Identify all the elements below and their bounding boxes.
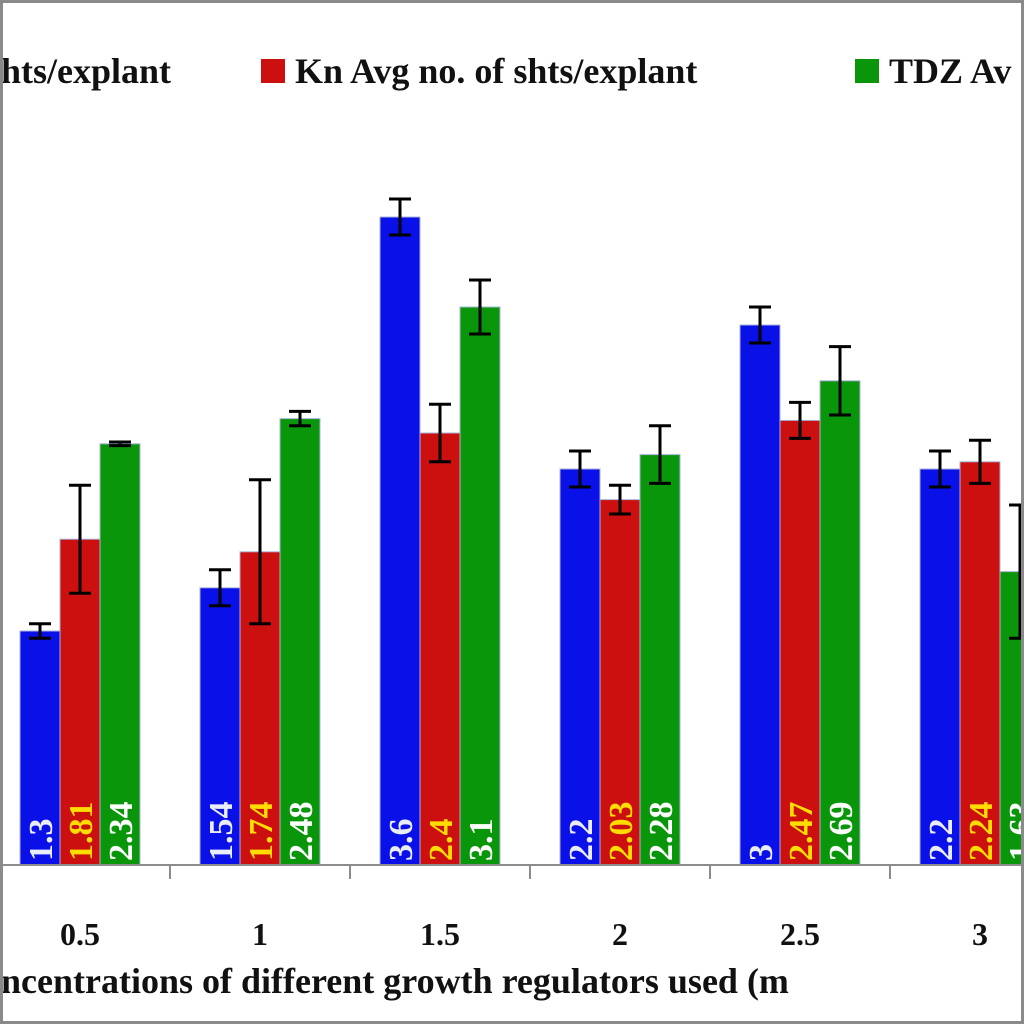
legend-swatch-2 [855, 59, 879, 83]
x-tick-label-4: 2.5 [780, 916, 820, 952]
x-tick-label-0: 0.5 [60, 916, 100, 952]
error-bar-s1-c5 [969, 438, 991, 485]
bar-s1-c4 [779, 419, 821, 866]
bar-chart: hts/explant Kn Avg no. of shts/explant TDZ… [3, 51, 1021, 1001]
error-bar-s1-c4 [789, 400, 811, 440]
x-tick-label-2: 1.5 [420, 916, 460, 952]
value-label-s2-c5: 1.63 [1003, 802, 1021, 862]
value-label-s1-c4: 2.47 [783, 802, 820, 862]
legend: hts/explant Kn Avg no. of shts/explant TDZ… [3, 51, 1011, 91]
value-labels: 1.3 1.81 2.34 1.54 1.74 2.48 3.6 2.4 3.1 2.2 2.03 2… [23, 802, 1021, 862]
error-bar-s0-c0 [29, 622, 51, 640]
value-label-s1-c5: 2.24 [963, 802, 1000, 862]
error-bar-s0-c5 [929, 449, 951, 489]
x-axis-label: ncentrations of different growth regulat… [3, 961, 789, 1001]
bar-s1-c5 [959, 461, 1001, 866]
x-axis: 0.5 1 1.5 2 2.5 3 [3, 864, 1021, 952]
bar-s0-c2 [379, 216, 421, 866]
value-label-s2-c1: 2.48 [283, 802, 320, 862]
error-bar-s1-c3 [609, 483, 631, 516]
value-label-s1-c0: 1.81 [63, 802, 100, 862]
error-bar-s1-c1 [249, 478, 271, 626]
error-bar-s1-c0 [69, 483, 91, 595]
value-label-s1-c3: 2.03 [603, 802, 640, 862]
error-bar-s2-c2 [469, 278, 491, 336]
bar-s0-c0 [19, 630, 61, 866]
error-bar-s0-c1 [209, 568, 231, 608]
x-tick-label-3: 2 [612, 916, 628, 952]
value-label-s2-c3: 2.28 [643, 802, 680, 862]
value-label-s2-c4: 2.69 [823, 802, 860, 862]
bar-s0-c4 [739, 324, 781, 866]
legend-swatch-1 [261, 59, 285, 83]
bar-s2-c2 [459, 306, 501, 866]
bar-s0-c5 [919, 468, 961, 866]
value-label-s0-c1: 1.54 [203, 802, 240, 862]
x-tick-label-5: 3 [972, 916, 988, 952]
value-label-s1-c1: 1.74 [243, 802, 280, 862]
value-label-s1-c2: 2.4 [423, 819, 460, 862]
x-tick-label-1: 1 [252, 916, 268, 952]
error-bar-s2-c1 [289, 409, 311, 428]
value-label-s0-c3: 2.2 [563, 819, 600, 862]
legend-label-2: TDZ Av [889, 51, 1011, 91]
value-label-s0-c5: 2.2 [923, 819, 960, 862]
value-label-s0-c0: 1.3 [23, 819, 60, 862]
bars [19, 216, 1021, 866]
value-label-s2-c2: 3.1 [463, 819, 500, 862]
value-label-s2-c0: 2.34 [103, 802, 140, 862]
error-bar-s0-c4 [749, 305, 771, 345]
error-bar-s2-c5 [1009, 503, 1021, 640]
error-bars [29, 197, 1021, 640]
bar-s2-c4 [819, 380, 861, 866]
legend-label-1: Kn Avg no. of shts/explant [295, 51, 697, 91]
bar-s1-c3 [599, 499, 641, 866]
legend-label-0: hts/explant [3, 51, 171, 91]
error-bar-s0-c2 [389, 197, 411, 237]
bar-s1-c2 [419, 432, 461, 866]
error-bar-s2-c4 [829, 345, 851, 417]
error-bar-s2-c3 [649, 424, 671, 485]
bar-s0-c3 [559, 468, 601, 866]
value-label-s0-c4: 3 [743, 844, 780, 861]
error-bar-s2-c0 [109, 440, 131, 448]
error-bar-s0-c3 [569, 449, 591, 489]
bar-s2-c1 [279, 418, 321, 866]
value-label-s0-c2: 3.6 [383, 819, 420, 862]
error-bar-s1-c2 [429, 402, 451, 464]
bar-s0-c1 [199, 587, 241, 866]
